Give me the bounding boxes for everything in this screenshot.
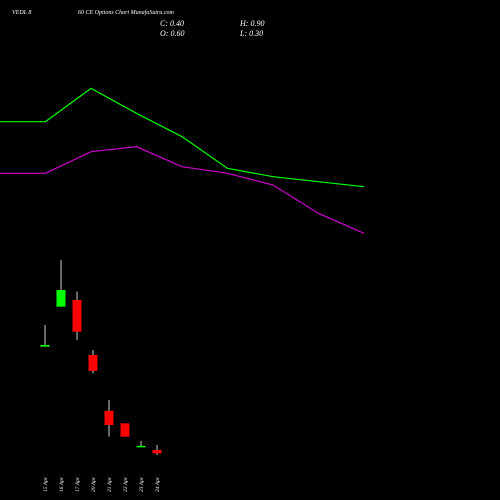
candle-body bbox=[88, 355, 98, 371]
candle-body bbox=[56, 290, 66, 307]
candle-body bbox=[120, 423, 130, 437]
ohlc-label: O: 0.60 bbox=[160, 29, 184, 38]
x-tick-label: 21 Apr bbox=[107, 476, 113, 492]
candle-body bbox=[152, 450, 162, 454]
candle-body bbox=[40, 345, 50, 347]
chart-title: 60 CE Options Chart MunafaSutra.com bbox=[78, 9, 175, 16]
candle-body bbox=[72, 300, 82, 332]
candle-body bbox=[136, 445, 146, 448]
chart-title: VEDL 8 bbox=[12, 10, 31, 16]
ohlc-label: H: 0.90 bbox=[239, 19, 264, 28]
moving-average-line bbox=[0, 87, 365, 188]
x-tick-label: 16 Apr bbox=[59, 476, 65, 492]
x-tick-label: 17 Apr bbox=[75, 476, 81, 492]
ohlc-label: C: 0.40 bbox=[160, 19, 184, 28]
ohlc-label: L: 0.30 bbox=[239, 29, 263, 38]
moving-average-line bbox=[0, 146, 365, 234]
x-tick-label: 15 Apr bbox=[43, 476, 49, 492]
x-tick-label: 23 Apr bbox=[139, 476, 145, 492]
x-tick-label: 20 Apr bbox=[91, 476, 97, 492]
candle-body bbox=[104, 410, 114, 425]
x-tick-label: 22 Apr bbox=[123, 476, 129, 492]
x-tick-label: 24 Apr bbox=[154, 476, 161, 492]
